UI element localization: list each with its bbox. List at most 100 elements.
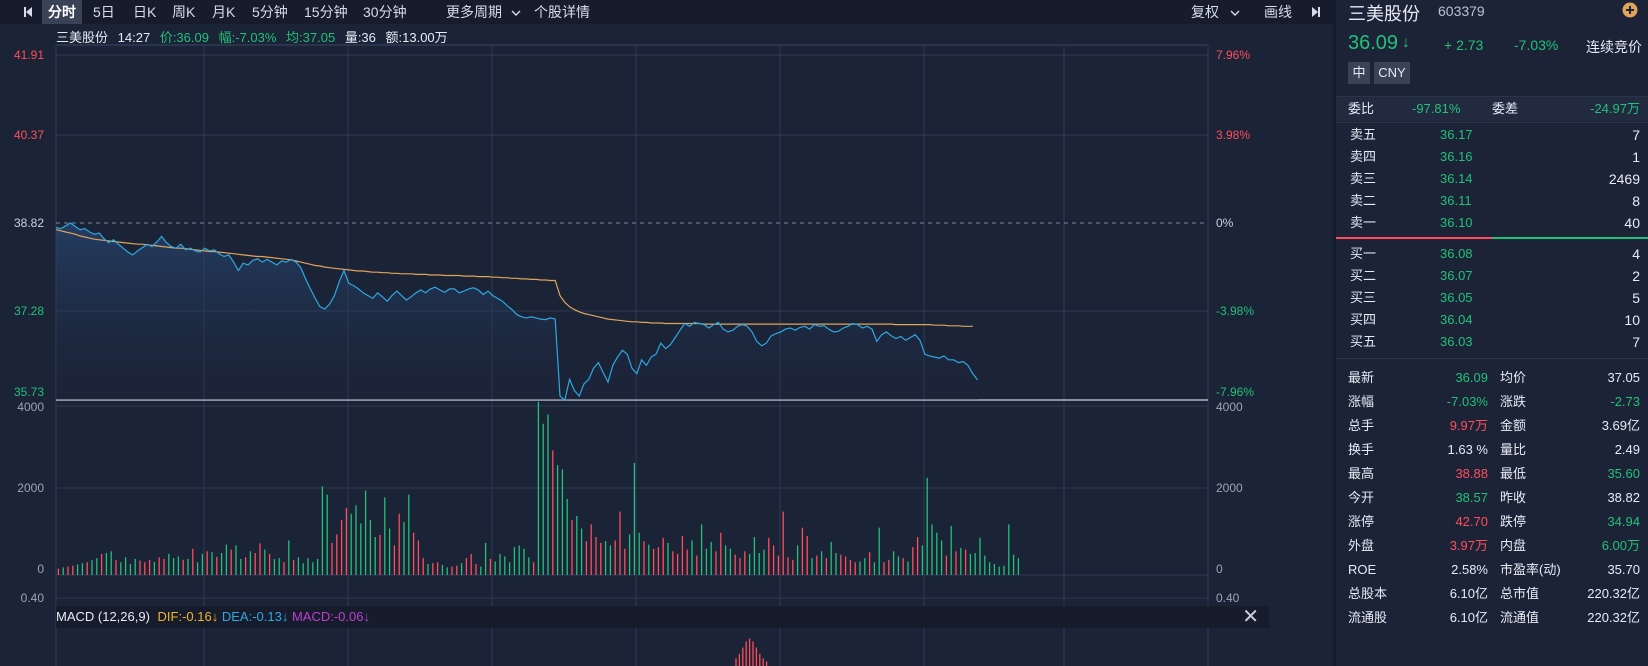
stat-value: 38.88: [1455, 466, 1488, 481]
stat-value: 35.60: [1607, 466, 1640, 481]
stat-label: 昨收: [1500, 490, 1527, 505]
divider: [1336, 122, 1648, 123]
tab-daily-k[interactable]: 日K: [133, 4, 157, 20]
order-price: 36.04: [1440, 312, 1473, 327]
draw-line-button[interactable]: 画线: [1264, 4, 1292, 20]
order-volume: 8: [1632, 193, 1640, 209]
stock-code: 603379: [1438, 3, 1485, 19]
pct-tick-label: 7.96%: [1216, 48, 1250, 62]
tab-15min[interactable]: 15分钟: [304, 4, 348, 20]
weicha-label: 委差: [1492, 101, 1519, 116]
tab-monthly-k[interactable]: 月K: [212, 4, 236, 20]
buy-row: 买五 36.03 7: [1336, 331, 1648, 353]
weicha-value: -24.97万: [1590, 101, 1640, 116]
stats-row: 最高 38.88 最低 35.60: [1336, 462, 1648, 486]
order-volume: 2469: [1608, 171, 1640, 187]
order-price: 36.16: [1440, 149, 1473, 164]
tag-row: 中 CNY: [1336, 62, 1648, 86]
stats-row: 涨幅 -7.03% 涨跌 -2.73: [1336, 390, 1648, 414]
quote-panel: 三美股份 603379 36.09 ↓ + 2.73 -7.03% 连续竞价 中…: [1336, 0, 1648, 666]
info-name: 三美股份: [56, 30, 109, 45]
avg-price-line: [55, 229, 973, 327]
tab-5min[interactable]: 5分钟: [252, 4, 288, 20]
stat-value: 6.10亿: [1449, 586, 1488, 601]
order-level-label: 卖四: [1350, 149, 1377, 164]
sell-row: 卖四 36.16 1: [1336, 146, 1648, 168]
chevron-down-icon: [1230, 10, 1240, 17]
stat-value: 6.00万: [1601, 538, 1640, 553]
tab-stock-detail[interactable]: 个股详情: [534, 4, 590, 20]
buy-row: 买四 36.04 10: [1336, 309, 1648, 331]
volume-tick-label: 4000: [1216, 400, 1243, 414]
next-icon[interactable]: [1306, 0, 1328, 24]
price-tick-label: 37.28: [14, 304, 44, 318]
price-pct: -7.03%: [1514, 37, 1559, 53]
prev-icon[interactable]: [16, 0, 38, 24]
stat-label: 今开: [1348, 490, 1375, 505]
currency-tag: CNY: [1374, 62, 1410, 84]
divider-sell: [1336, 237, 1492, 239]
order-price: 36.17: [1440, 127, 1473, 142]
stat-value: 36.09: [1455, 370, 1488, 385]
info-volume: 量:36: [344, 30, 376, 45]
tab-weekly-k[interactable]: 周K: [172, 4, 196, 20]
stat-label: 最高: [1348, 466, 1375, 481]
tab-fenshi[interactable]: 分时: [42, 0, 82, 24]
order-level-label: 卖五: [1350, 127, 1377, 142]
order-level-label: 卖三: [1350, 171, 1377, 186]
weibi-value: -97.81%: [1412, 101, 1461, 116]
stat-label: 涨跌: [1500, 394, 1527, 409]
stat-value: -7.03%: [1446, 394, 1488, 409]
stat-value: 37.05: [1607, 370, 1640, 385]
sell-row: 卖一 36.10 40: [1336, 212, 1648, 234]
stat-value: 1.63 %: [1447, 442, 1488, 457]
info-time: 14:27: [117, 30, 151, 45]
order-volume: 4: [1632, 246, 1640, 262]
stats-row: ROE 2.58% 市盈率(动) 35.70: [1336, 558, 1648, 582]
stat-label: 最新: [1348, 370, 1375, 385]
stats-row: 涨停 42.70 跌停 34.94: [1336, 510, 1648, 534]
stat-value: 38.57: [1455, 490, 1488, 505]
stats-row: 换手 1.63 % 量比 2.49: [1336, 438, 1648, 462]
stat-value: 220.32亿: [1587, 610, 1640, 625]
order-volume: 2: [1632, 268, 1640, 284]
sell-row: 卖三 36.14 2469: [1336, 168, 1648, 190]
tab-30min[interactable]: 30分钟: [363, 4, 407, 20]
macd-dif-arrow: ↓: [211, 609, 219, 624]
stats-row: 今开 38.57 昨收 38.82: [1336, 486, 1648, 510]
order-volume: 5: [1632, 290, 1640, 306]
stats-row: 总股本 6.10亿 总市值 220.32亿: [1336, 582, 1648, 606]
macd-tick-label: 0.40: [1216, 591, 1240, 605]
stat-value: 2.58%: [1451, 562, 1488, 577]
order-level-label: 买一: [1350, 246, 1377, 261]
stat-label: 涨停: [1348, 514, 1375, 529]
volume-tick-label: 4000: [17, 400, 44, 414]
period-toolbar: 分时 5日 日K 周K 月K 5分钟 15分钟 30分钟 更多周期 个股详情 复…: [0, 0, 1333, 24]
order-price: 36.14: [1440, 171, 1473, 186]
add-watchlist-icon[interactable]: [1622, 2, 1638, 18]
stat-value: 2.49: [1614, 442, 1640, 457]
stat-label: 总市值: [1500, 586, 1540, 601]
stats-row: 最新 36.09 均价 37.05: [1336, 366, 1648, 390]
divider: [1336, 358, 1648, 359]
close-icon[interactable]: ✕: [1242, 606, 1259, 628]
stat-value: 38.82: [1607, 490, 1640, 505]
stat-value: 35.70: [1607, 562, 1640, 577]
info-price: 价:36.09: [159, 30, 209, 45]
price-row: 36.09 ↓ + 2.73 -7.03% 连续竞价: [1336, 32, 1648, 60]
sell-row: 卖二 36.11 8: [1336, 190, 1648, 212]
price-change: + 2.73: [1444, 37, 1484, 53]
order-price: 36.03: [1440, 334, 1473, 349]
tab-more-periods[interactable]: 更多周期: [446, 0, 522, 24]
order-price: 36.05: [1440, 290, 1473, 305]
weibi-row: 委比 -97.81% 委差 -24.97万: [1336, 97, 1648, 121]
volume-tick-label: 2000: [1216, 481, 1243, 495]
order-level-label: 买三: [1350, 290, 1377, 305]
buy-row: 买一 36.08 4: [1336, 243, 1648, 265]
chevron-down-icon: [511, 10, 521, 17]
adjust-label: 复权: [1191, 4, 1219, 20]
order-level-label: 卖一: [1350, 215, 1377, 230]
adjust-dropdown[interactable]: 复权: [1191, 0, 1241, 24]
macd-value-arrow: ↓: [363, 609, 371, 624]
tab-5day[interactable]: 5日: [93, 4, 115, 20]
